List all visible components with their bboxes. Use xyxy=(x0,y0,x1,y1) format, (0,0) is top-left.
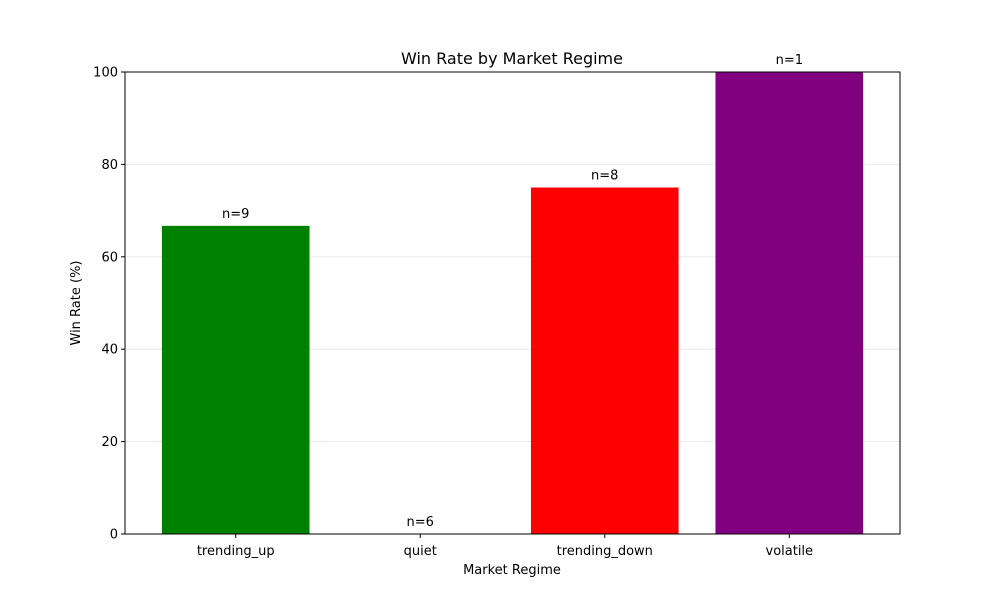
bar-count-label: n=8 xyxy=(591,169,618,184)
chart-title: Win Rate by Market Regime xyxy=(401,49,623,68)
bar xyxy=(530,187,679,534)
y-tick-label: 20 xyxy=(101,435,118,450)
bar xyxy=(161,225,310,534)
bars xyxy=(161,72,864,534)
bar-count-label: n=6 xyxy=(407,515,434,530)
y-tick-label: 100 xyxy=(93,66,118,81)
bar-labels: n=9 n=6 n=8 n=1 xyxy=(222,53,803,530)
x-axis-label: Market Regime xyxy=(463,563,561,578)
x-tick-label: trending_up xyxy=(197,544,275,559)
x-axis: trending_up quiet trending_down volatile xyxy=(197,534,813,559)
y-tick-label: 80 xyxy=(101,158,118,173)
bar-count-label: n=9 xyxy=(222,207,249,222)
x-tick-label: quiet xyxy=(404,544,437,559)
y-axis: 0 20 40 60 80 100 xyxy=(93,66,125,543)
x-tick-label: trending_down xyxy=(557,544,653,559)
y-tick-label: 0 xyxy=(110,528,118,543)
y-axis-label: Win Rate (%) xyxy=(69,261,84,346)
y-tick-label: 40 xyxy=(101,343,118,358)
plot-frame xyxy=(124,71,901,535)
y-tick-label: 60 xyxy=(101,250,118,265)
x-tick-label: volatile xyxy=(766,544,814,559)
bar-count-label: n=1 xyxy=(776,53,803,68)
bar xyxy=(715,72,864,534)
